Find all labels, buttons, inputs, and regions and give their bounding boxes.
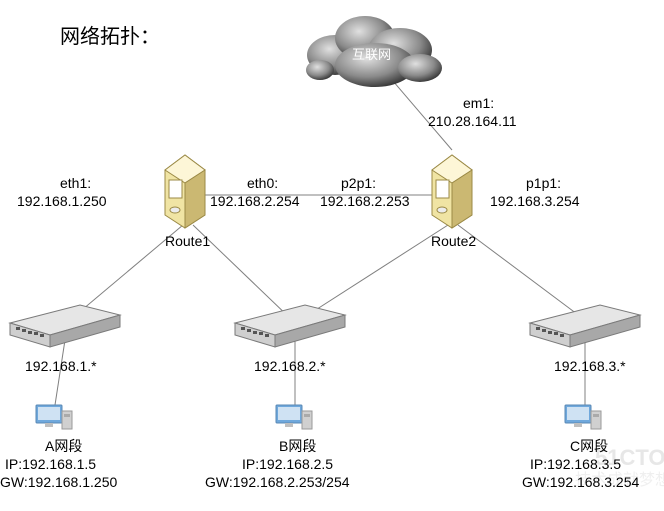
host-a-ip: IP:192.168.1.5 [5,456,96,474]
route2-p1p1-label: p1p1: [526,175,561,193]
watermark: 51CTO 技术成就梦想 [0,0,664,511]
route1-eth1-ip: 192.168.1.250 [17,193,107,211]
switch-a-subnet: 192.168.1.* [25,358,97,376]
route2-p2p1-ip: 192.168.2.253 [320,193,410,211]
host-b-ip: IP:192.168.2.5 [242,456,333,474]
route1-name: Route1 [165,233,210,251]
route1-eth0-ip: 192.168.2.254 [210,193,300,211]
route2-name: Route2 [431,233,476,251]
route2-p1p1-ip: 192.168.3.254 [490,193,580,211]
route1-eth1-label: eth1: [60,175,91,193]
diagram-title: 网络拓扑： [60,25,160,50]
host-b-name: B网段 [279,438,316,456]
host-a-gw: GW:192.168.1.250 [0,474,117,492]
switch-c-subnet: 192.168.3.* [554,358,626,376]
route1-eth0-label: eth0: [247,175,278,193]
host-c-name: C网段 [570,438,608,456]
switch-b-subnet: 192.168.2.* [254,358,326,376]
host-c-gw: GW:192.168.3.254 [522,474,639,492]
route2-em1-label: em1: [463,95,494,113]
route2-em1-ip: 210.28.164.11 [428,113,517,131]
host-c-ip: IP:192.168.3.5 [530,456,621,474]
host-b-gw: GW:192.168.2.253/254 [205,474,350,492]
host-a-name: A网段 [45,438,82,456]
route2-p2p1-label: p2p1: [341,175,376,193]
